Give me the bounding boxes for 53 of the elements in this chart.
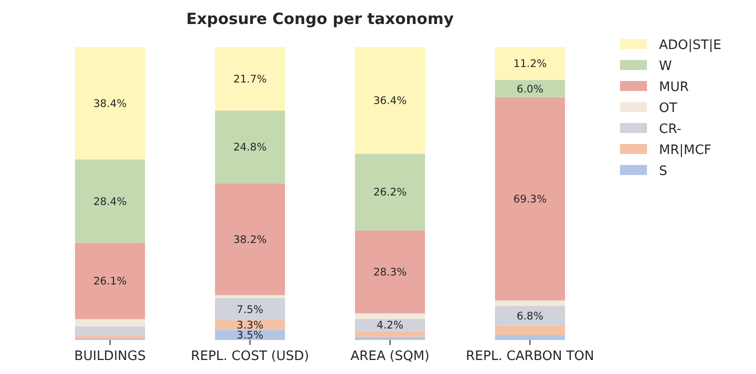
bar [75,160,145,243]
data-label: 3.5% [236,330,264,342]
bar [215,295,285,298]
bar [355,154,425,230]
bar [75,334,145,339]
x-tick-label: REPL. CARBON TON [466,349,594,364]
bar [215,47,285,111]
data-label: 6.8% [516,310,544,322]
bar [355,313,425,319]
legend-label: MUR [659,80,689,95]
data-label: 7.5% [236,304,264,316]
data-label: 36.4% [373,95,407,107]
bar [355,230,425,314]
bar [495,300,565,306]
data-label: 4.2% [376,320,404,332]
bar [75,319,145,327]
data-label: 28.3% [373,266,407,279]
legend-label: S [659,164,668,179]
bar [495,47,565,80]
bar [495,326,565,336]
legend-label: CR- [659,122,682,137]
x-tick-label: BUILDINGS [74,349,146,364]
bar [495,97,565,300]
bar [355,336,425,340]
bar [215,110,285,184]
legend-label: MR|MCF [659,143,712,158]
data-label: 38.4% [93,98,127,110]
data-label: 26.2% [373,186,407,199]
data-label: 11.2% [513,58,547,70]
legend-label: OT [659,101,678,116]
legend-label: W [659,59,672,74]
legend-label: ADO|ST|E [659,38,722,53]
bar [215,298,285,320]
data-label: 28.4% [93,196,127,208]
data-label: 24.8% [233,142,267,154]
chart-title: Exposure Congo per taxonomy [186,10,454,28]
data-label: 26.1% [93,276,127,288]
data-label: 6.0% [516,83,544,96]
data-label: 21.7% [233,73,267,86]
x-tick-label: REPL. COST (USD) [190,349,310,364]
bar [495,306,565,326]
bar [355,331,425,337]
data-label: 3.3% [236,320,264,332]
x-tick-label: AREA (SQM) [350,349,430,364]
bar [75,326,145,335]
bar [355,47,425,154]
bar [495,80,565,98]
bar [75,242,145,320]
data-label: 69.3% [513,194,547,206]
data-label: 38.2% [233,234,267,246]
bar [495,335,565,340]
bar [75,47,145,160]
bar [215,183,285,296]
